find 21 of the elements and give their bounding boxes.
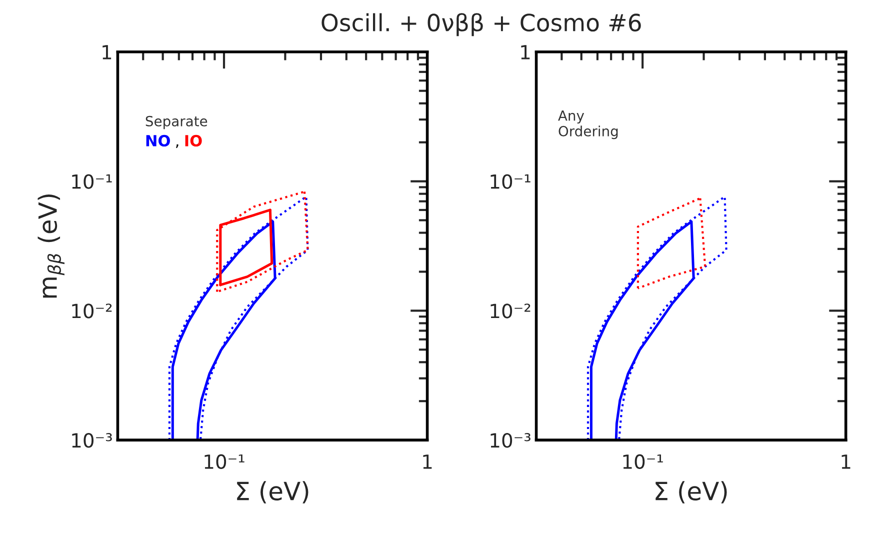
x-tick-label: 1: [842, 454, 850, 469]
text: NO: [146, 134, 170, 146]
x-tick-label: 1: [423, 454, 432, 469]
y-tick-label: 10⁻¹: [72, 174, 112, 189]
legend-title: Separate: [146, 116, 208, 130]
y-tick-label: 10⁻³: [72, 433, 112, 448]
text: IO: [185, 134, 202, 146]
x-axis-title: Σ (eV): [656, 481, 727, 504]
y-tick-label: 10⁻²: [490, 304, 530, 318]
annotation: ,: [176, 144, 178, 148]
y-tick-label: 1: [521, 45, 530, 60]
x-axis-title: Σ (eV): [237, 481, 308, 504]
y-tick-label: 10⁻¹: [490, 174, 530, 189]
annotation: Any Ordering: [558, 110, 618, 140]
y-tick-label: 10⁻³: [490, 433, 530, 448]
text: Oscill. + 0νββ + Cosmo #6: [322, 13, 641, 36]
x-tick-label: 10⁻¹: [204, 454, 244, 470]
x-tick-label: 10⁻¹: [623, 454, 663, 470]
y-tick-label: 1: [102, 45, 112, 60]
y-tick-label: 10⁻²: [72, 304, 112, 318]
y-axis-title: m$_{ββ}$ (eV): [38, 194, 64, 298]
